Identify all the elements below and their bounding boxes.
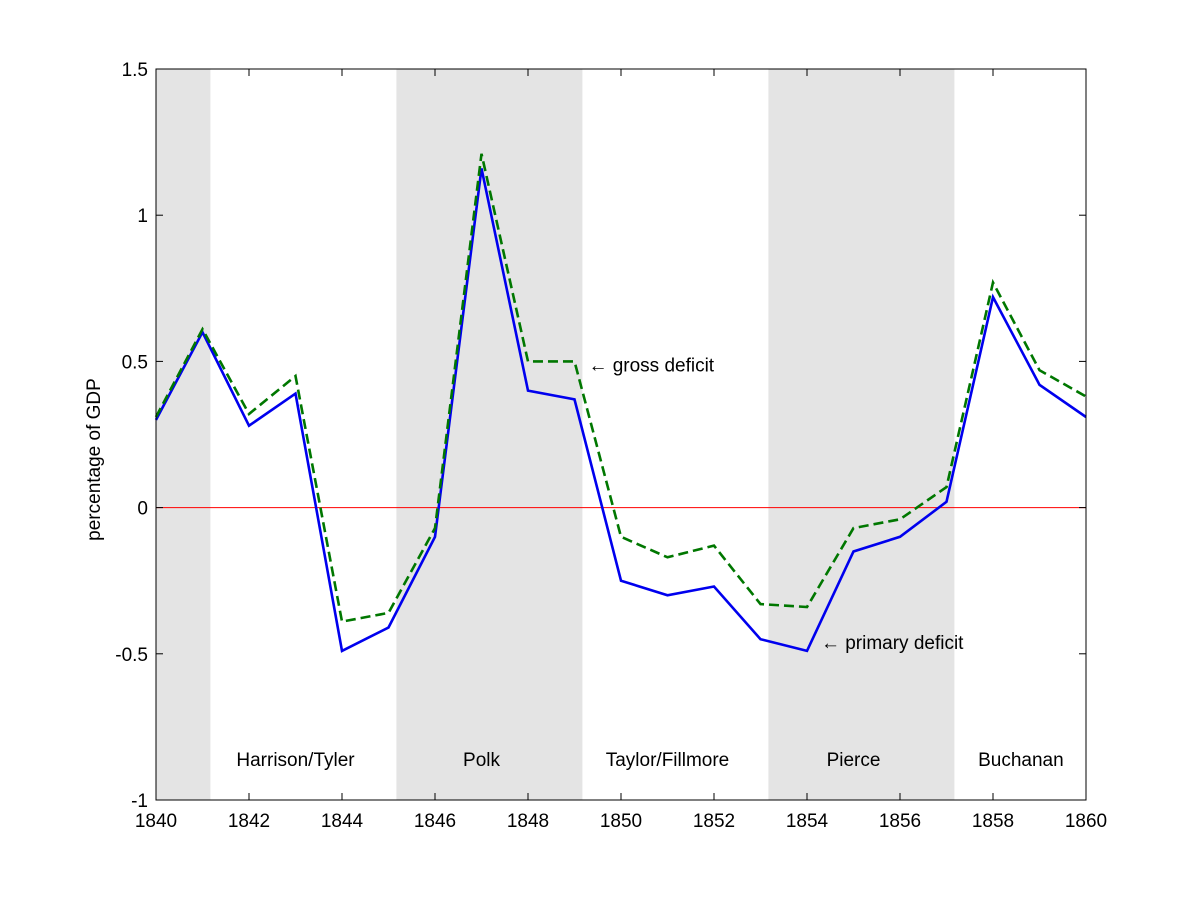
x-tick-label-1844: 1844 xyxy=(321,811,364,832)
admin-label-buchanan: Buchanan xyxy=(978,750,1064,771)
admin-label-pierce: Pierce xyxy=(827,750,881,771)
admin-label-harrison-tyler: Harrison/Tyler xyxy=(236,750,355,771)
x-tick-label-1858: 1858 xyxy=(972,811,1014,832)
y-tick-label-4: 1 xyxy=(137,206,148,227)
x-tick-label-1854: 1854 xyxy=(786,811,829,832)
shade-band-0 xyxy=(156,69,211,800)
x-tick-label-1852: 1852 xyxy=(693,811,735,832)
y-tick-label-5: 1.5 xyxy=(122,60,148,81)
series-line-gross-deficit xyxy=(154,153,1087,624)
x-tick-label-1856: 1856 xyxy=(879,811,921,832)
x-tick-label-1860: 1860 xyxy=(1065,811,1107,832)
shade-band-2 xyxy=(396,69,583,800)
x-tick-label-1842: 1842 xyxy=(228,811,270,832)
admin-label-polk: Polk xyxy=(463,750,500,771)
administration-shading xyxy=(156,69,955,800)
y-tick-label-2: 0 xyxy=(137,499,148,520)
axis-ticks: 1840 1842 1844 1846 1848 1850 1852 1854 1856 1858… xyxy=(115,60,1107,832)
x-tick-label-1848: 1848 xyxy=(507,811,549,832)
y-axis-label: percentage of GDP xyxy=(84,378,105,541)
shade-band-4 xyxy=(768,69,955,800)
admin-label-taylor-fillmore: Taylor/Fillmore xyxy=(606,750,730,771)
y-tick-label-3: 0.5 xyxy=(122,352,148,373)
y-tick-label-0: -1 xyxy=(131,791,148,812)
x-tick-label-1850: 1850 xyxy=(600,811,642,832)
annotation-gross-deficit: ← gross deficit xyxy=(588,355,714,376)
y-tick-label-1: -0.5 xyxy=(115,645,148,666)
series-lines xyxy=(154,153,1087,653)
x-tick-label-1840: 1840 xyxy=(135,811,177,832)
annotation-primary-deficit: ← primary deficit xyxy=(821,633,964,654)
administration-labels: Harrison/Tyler Polk Taylor/Fillmore Pierce B… xyxy=(236,750,1063,771)
annotations: ← gross deficit ← primary deficit xyxy=(588,355,964,654)
series-line-primary-deficit xyxy=(154,168,1087,653)
x-tick-label-1846: 1846 xyxy=(414,811,456,832)
